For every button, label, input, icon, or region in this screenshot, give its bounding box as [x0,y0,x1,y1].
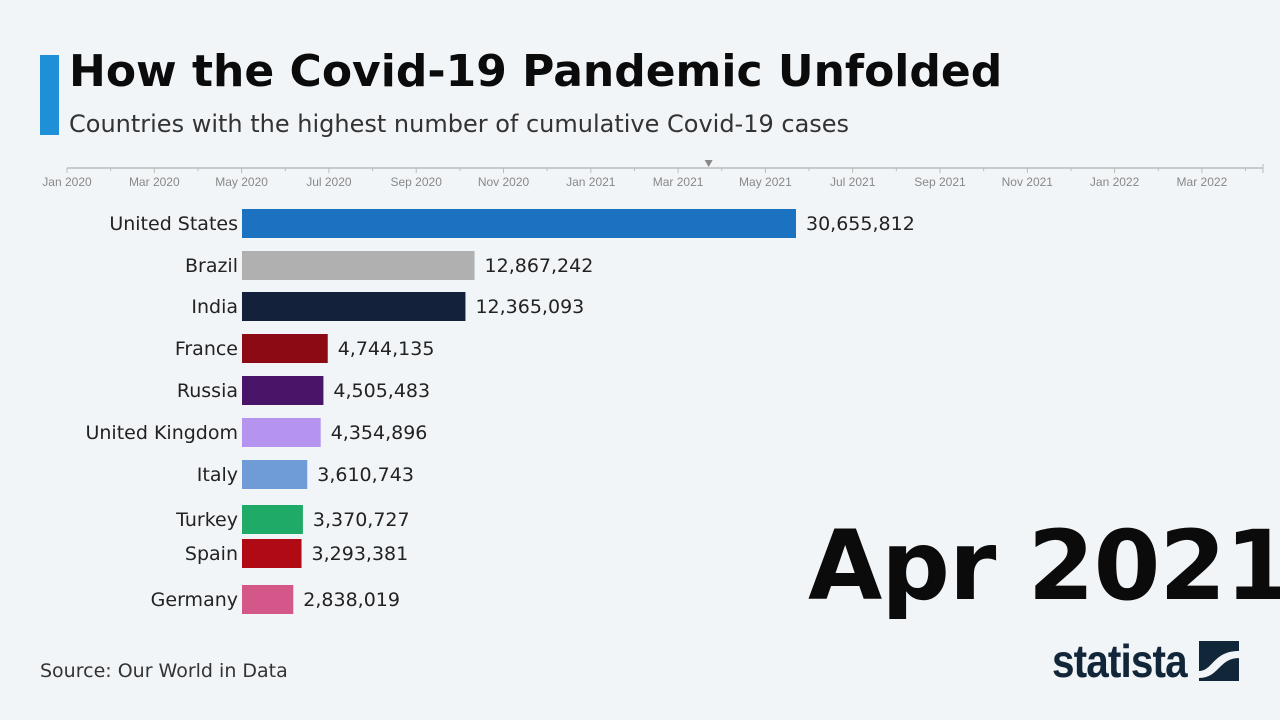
bar-value-label: 3,293,381 [312,543,409,565]
bar-germany [242,585,294,614]
bar-category-label: Germany [151,589,238,611]
bar-category-label: India [191,296,238,318]
timeline-label: Sep 2020 [391,175,443,189]
bar-united-kingdom [242,418,321,447]
bar-value-label: 3,610,743 [317,464,414,486]
bar-france [242,334,328,363]
bar-brazil [242,251,475,280]
bar-value-label: 2,838,019 [303,589,400,611]
bar-value-label: 4,505,483 [333,380,430,402]
bar-united-states [242,209,796,238]
source-note: Source: Our World in Data [40,660,288,682]
page-title: How the Covid-19 Pandemic Unfolded [69,46,1003,97]
bar-chart: United States 30,655,812 Brazil 12,867,242 I… [85,209,915,614]
timeline-label: Mar 2022 [1177,175,1228,189]
bar-spain [242,539,302,568]
timeline-label: Nov 2020 [478,175,530,189]
timeline-label: Jul 2020 [306,175,352,189]
current-date-label: Apr 2021 [808,510,1280,622]
timeline-label: Jan 2022 [1090,175,1140,189]
bar-value-label: 3,370,727 [313,509,410,531]
timeline-label: Jan 2021 [566,175,616,189]
bar-category-label: Turkey [175,509,238,531]
bar-value-label: 4,354,896 [331,422,428,444]
timeline-label: May 2020 [215,175,268,189]
bar-value-label: 12,365,093 [475,296,584,318]
timeline-label: Jul 2021 [830,175,876,189]
bar-turkey [242,505,303,534]
timeline-label: May 2021 [739,175,792,189]
timeline-slider[interactable]: Jan 2020 Mar 2020 May 2020 Jul 2020 Sep 2020… [0,150,1280,195]
timeline-marker-icon [704,160,713,167]
timeline-label: Jan 2020 [42,175,92,189]
bar-category-label: Russia [177,380,238,402]
bar-value-label: 4,744,135 [338,338,435,360]
timeline-label: Mar 2020 [129,175,180,189]
statista-logo: statista [1052,634,1240,688]
timeline-label: Nov 2021 [1002,175,1054,189]
bar-russia [242,376,324,405]
bar-india [242,292,466,321]
bar-category-label: France [175,338,238,360]
statista-logo-icon [1199,641,1240,681]
bar-value-label: 30,655,812 [806,213,915,235]
bar-category-label: United States [109,213,238,235]
bar-category-label: Italy [197,464,238,486]
bar-italy [242,460,308,489]
title-accent-bar [40,55,59,135]
timeline-label: Mar 2021 [653,175,704,189]
bar-category-label: Brazil [185,255,238,277]
bar-category-label: United Kingdom [85,422,238,444]
logo-text: statista [1052,635,1188,687]
bar-category-label: Spain [185,543,238,565]
bar-value-label: 12,867,242 [485,255,594,277]
timeline-label: Sep 2021 [914,175,966,189]
page-subtitle: Countries with the highest number of cum… [69,110,850,138]
